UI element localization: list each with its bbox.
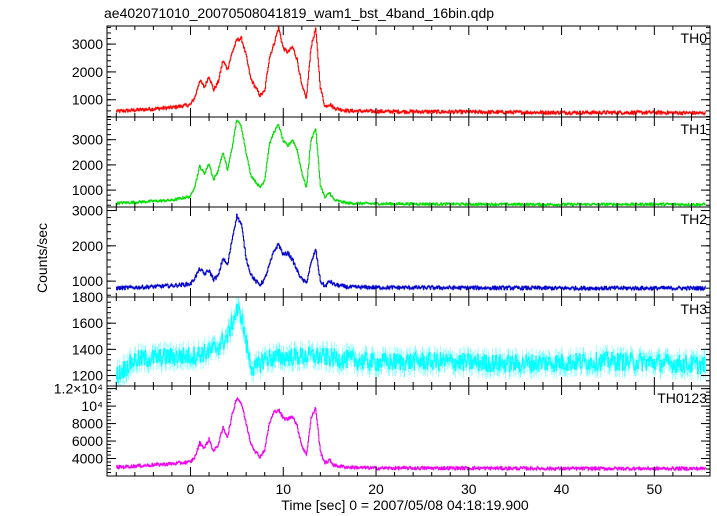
y-tick-label: 1800 (72, 289, 103, 305)
y-tick-label: 1000 (72, 182, 103, 198)
series-th3 (116, 297, 706, 386)
error-bars-th2 (116, 213, 706, 292)
y-tick-label: 1000 (72, 92, 103, 108)
panel-th2: 1000 2000 3000 TH2 (72, 203, 711, 298)
series-th0 (116, 26, 706, 116)
y-tick-label: 1400 (72, 341, 103, 357)
panel-frame (106, 385, 711, 477)
y-tick-label: 1200 (72, 368, 103, 384)
panel-label: TH2 (681, 211, 708, 227)
series-line-th1 (116, 119, 706, 207)
panel-th0: 1000 2000 3000 TH0 (72, 25, 711, 118)
series-line-th3 (116, 303, 706, 383)
x-axis-label: Time [sec] 0 = 2007/05/08 04:18:19.900 (281, 497, 529, 513)
y-axis-label: Counts/sec (34, 223, 50, 293)
panel-frame (106, 206, 711, 298)
y-tick-label: 2000 (72, 238, 103, 254)
y-tick-label: 3000 (72, 132, 103, 148)
y-tick-label: 3000 (72, 36, 103, 52)
panel-frame (106, 116, 711, 208)
series-th2 (116, 213, 706, 292)
error-bars-th0 (116, 26, 706, 116)
y-tick-label: 2000 (72, 64, 103, 80)
chart-title: ae402071010_20070508041819_wam1_bst_4ban… (104, 5, 494, 21)
x-tick-label: 20 (368, 481, 384, 497)
error-bars-th0123 (116, 396, 706, 472)
y-tick-label: 1.2×10⁴ (54, 381, 103, 397)
y-tick-label: 1600 (72, 315, 103, 331)
panel-th1: 1000 2000 3000 TH1 (72, 116, 711, 208)
panels-group: 1000 2000 3000 TH0 1000 2000 3000 TH1 1000 2000 30… (54, 25, 711, 497)
error-bars-th1 (116, 119, 706, 207)
series-line-th0123 (116, 397, 706, 471)
y-tick-label: 4000 (72, 451, 103, 467)
error-bars-th3 (116, 297, 706, 386)
y-tick-label: 6000 (72, 433, 103, 449)
x-tick-label: 0 (187, 481, 195, 497)
series-th0123 (116, 396, 706, 472)
y-tick-label: 8000 (72, 416, 103, 432)
x-tick-label: 10 (275, 481, 291, 497)
y-tick-label: 1000 (72, 273, 103, 289)
series-line-th2 (116, 213, 706, 291)
panel-frame (106, 25, 711, 118)
panel-label: TH0123 (657, 390, 707, 406)
x-tick-label: 30 (461, 481, 477, 497)
panel-label: TH0 (681, 30, 708, 46)
y-tick-label: 3000 (72, 203, 103, 219)
y-tick-label: 2000 (72, 157, 103, 173)
panel-label: TH1 (681, 121, 708, 137)
series-line-th0 (116, 26, 706, 115)
panel-th3: 1200 1400 1600 1800 TH3 (72, 289, 711, 387)
series-th1 (116, 119, 706, 207)
y-tick-label: 10⁴ (81, 398, 103, 414)
x-tick-label: 40 (554, 481, 570, 497)
panel-label: TH3 (681, 301, 708, 317)
x-tick-label: 50 (647, 481, 663, 497)
